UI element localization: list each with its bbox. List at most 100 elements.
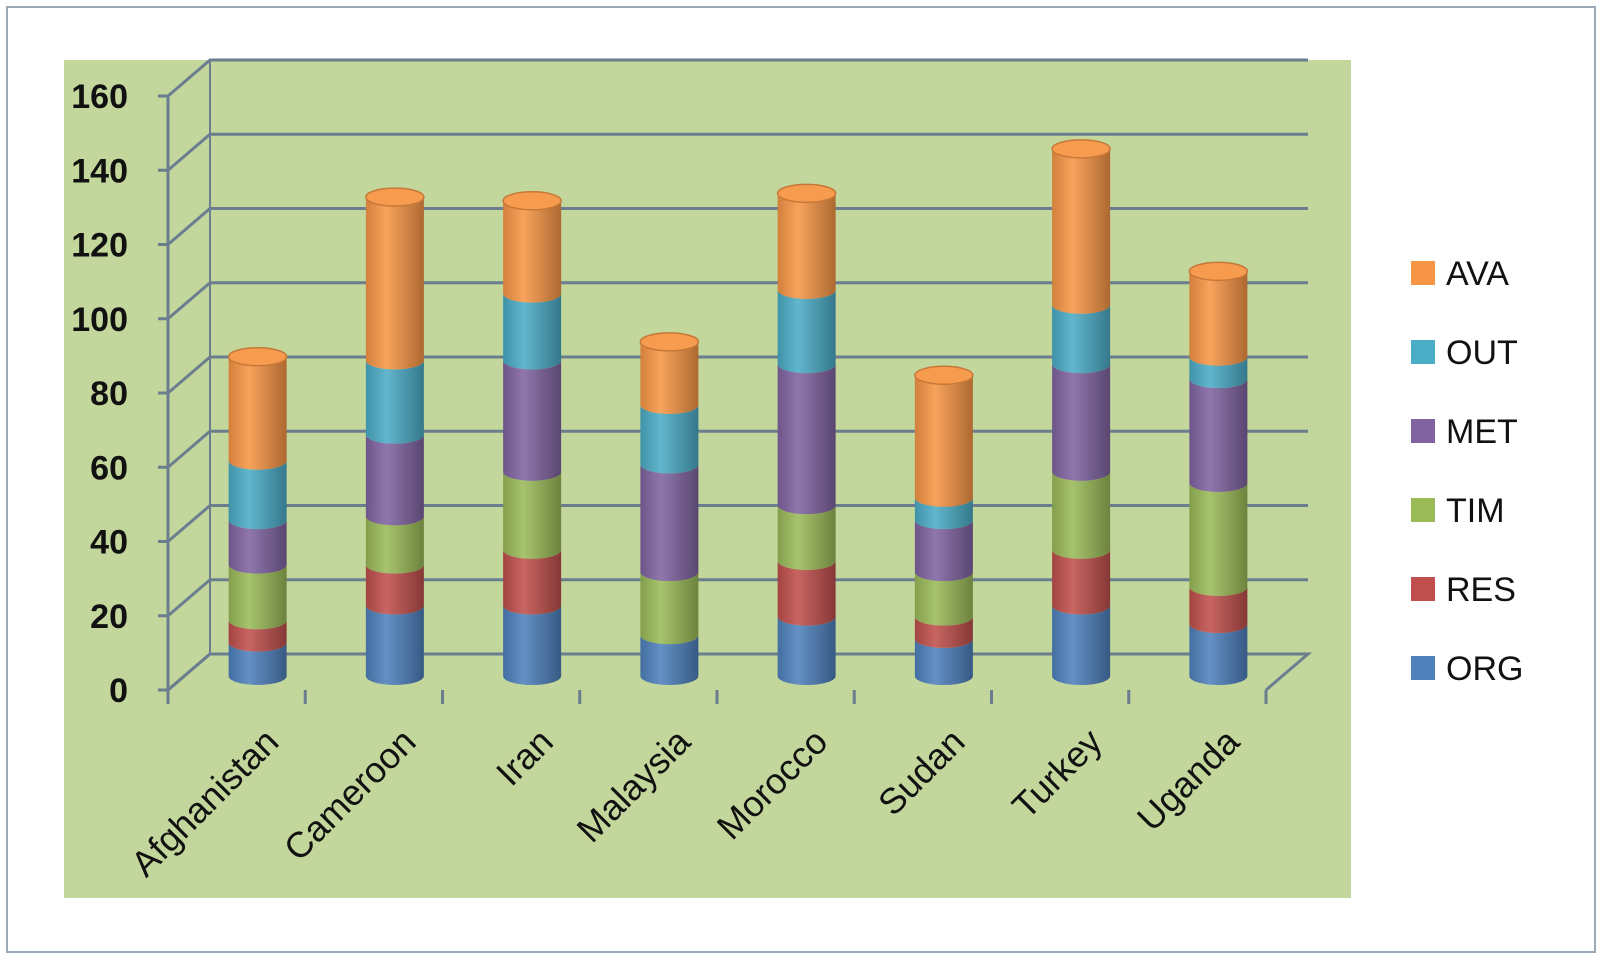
legend: AVA OUT MET TIM RES ORG [1411,255,1523,688]
legend-label-res: RES [1446,571,1516,609]
bar-segment-ava [503,200,562,303]
bar-stack-uganda [1188,261,1249,685]
bar-segment-res [1052,549,1111,615]
bar-segment-org [228,642,287,685]
y-tick-label: 120 [71,227,128,265]
legend-swatch-org [1411,656,1435,680]
bar-segment-tim [914,572,973,626]
gridlines [158,58,1308,692]
legend-swatch-met [1411,419,1435,443]
y-tick-label: 160 [71,78,128,116]
bar-top-cap [776,183,837,204]
bar-stack-cameroon [365,187,425,685]
bar-segment-out [503,293,562,370]
x-category-label: Afghanistan [123,721,286,884]
bar-segment-res [777,560,836,626]
x-category-label: Iran [488,721,561,794]
gridline [167,132,1308,172]
legend-label-ava: AVA [1446,255,1509,293]
bar-stack-iran [502,191,562,685]
bar-stack-sudan [914,365,974,685]
bar-top-cap [1188,261,1249,282]
chart-walls [166,60,1313,692]
y-tick-label: 80 [90,375,128,413]
bar-segment-org [777,616,836,685]
bar-segment-out [914,497,973,530]
bar-segment-tim [365,516,424,574]
bar-segment-org [640,635,699,685]
x-category-label: Cameroon [276,721,424,869]
legend-label-out: OUT [1446,334,1518,372]
bar-segment-ava [1189,271,1248,366]
bar-top-cap [227,346,288,367]
bar-segment-tim [1189,482,1248,596]
x-axis-tick-marks [166,690,1268,704]
gridline [167,652,1308,692]
x-category-label: Uganda [1129,720,1248,839]
bar-segment-ava [1052,148,1111,314]
legend-swatch-ava [1411,261,1435,285]
legend-label-tim: TIM [1446,492,1505,530]
x-category-label: Morocco [709,721,836,848]
bar-segment-org [365,605,424,685]
bar-segment-res [503,549,562,615]
bar-top-cap [639,332,700,352]
gridline [167,504,1308,543]
bar-segment-ava [640,341,699,414]
bar-segment-org [914,638,973,685]
legend-swatch-out [1411,340,1435,364]
bar-segment-ava [365,197,424,370]
x-category-label: Turkey [1004,721,1110,827]
bar-top-cap [914,365,974,386]
bar-stack-morocco [776,183,837,685]
bars [227,139,1249,685]
floor-outline [167,652,1313,692]
bar-segment-out [1189,356,1248,388]
legend-swatch-res [1411,577,1435,601]
bar-segment-res [365,564,424,615]
bar-top-cap [365,187,425,207]
bar-stack-turkey [1051,139,1111,685]
legend-swatch-tim [1411,498,1435,522]
y-tick-label: 20 [90,598,128,636]
bar-segment-out [640,404,699,474]
bar-segment-met [1189,379,1248,492]
legend-label-org: ORG [1446,650,1523,688]
bar-segment-ava [228,356,287,470]
bar-segment-met [365,434,424,526]
y-tick-label: 0 [109,672,128,710]
bar-top-cap [1051,139,1111,159]
bar-segment-met [503,360,562,481]
bar-segment-res [228,620,287,652]
bar-segment-ava [914,375,973,507]
gridline [167,281,1308,320]
y-axis-tick-labels: 0 20 40 60 80 100 120 140 160 [71,78,128,710]
gridline [167,58,1308,98]
gridline [167,578,1308,617]
bar-segment-res [914,616,973,648]
bar-segment-ava [777,193,836,299]
bar-segment-res [1189,586,1248,634]
bar-segment-out [365,360,424,444]
y-tick-label: 100 [71,301,128,339]
bar-segment-out [1052,304,1111,374]
legend-label-met: MET [1446,413,1518,451]
gridline [167,207,1308,246]
bar-segment-tim [503,471,562,559]
bar-stack-afghanistan [227,346,288,685]
bar-segment-org [1052,605,1111,685]
bar-segment-tim [777,505,836,570]
bar-segment-tim [228,564,287,630]
bar-segment-met [640,464,699,582]
bar-segment-met [228,520,287,574]
bar-segment-tim [640,572,699,645]
bar-stack-malaysia [639,332,700,685]
y-tick-label: 60 [90,449,128,487]
bar-segment-met [1052,364,1111,481]
bar-segment-org [1189,624,1248,685]
gridline [167,355,1308,395]
bar-segment-met [777,364,836,515]
y-tick-label: 140 [71,152,128,190]
